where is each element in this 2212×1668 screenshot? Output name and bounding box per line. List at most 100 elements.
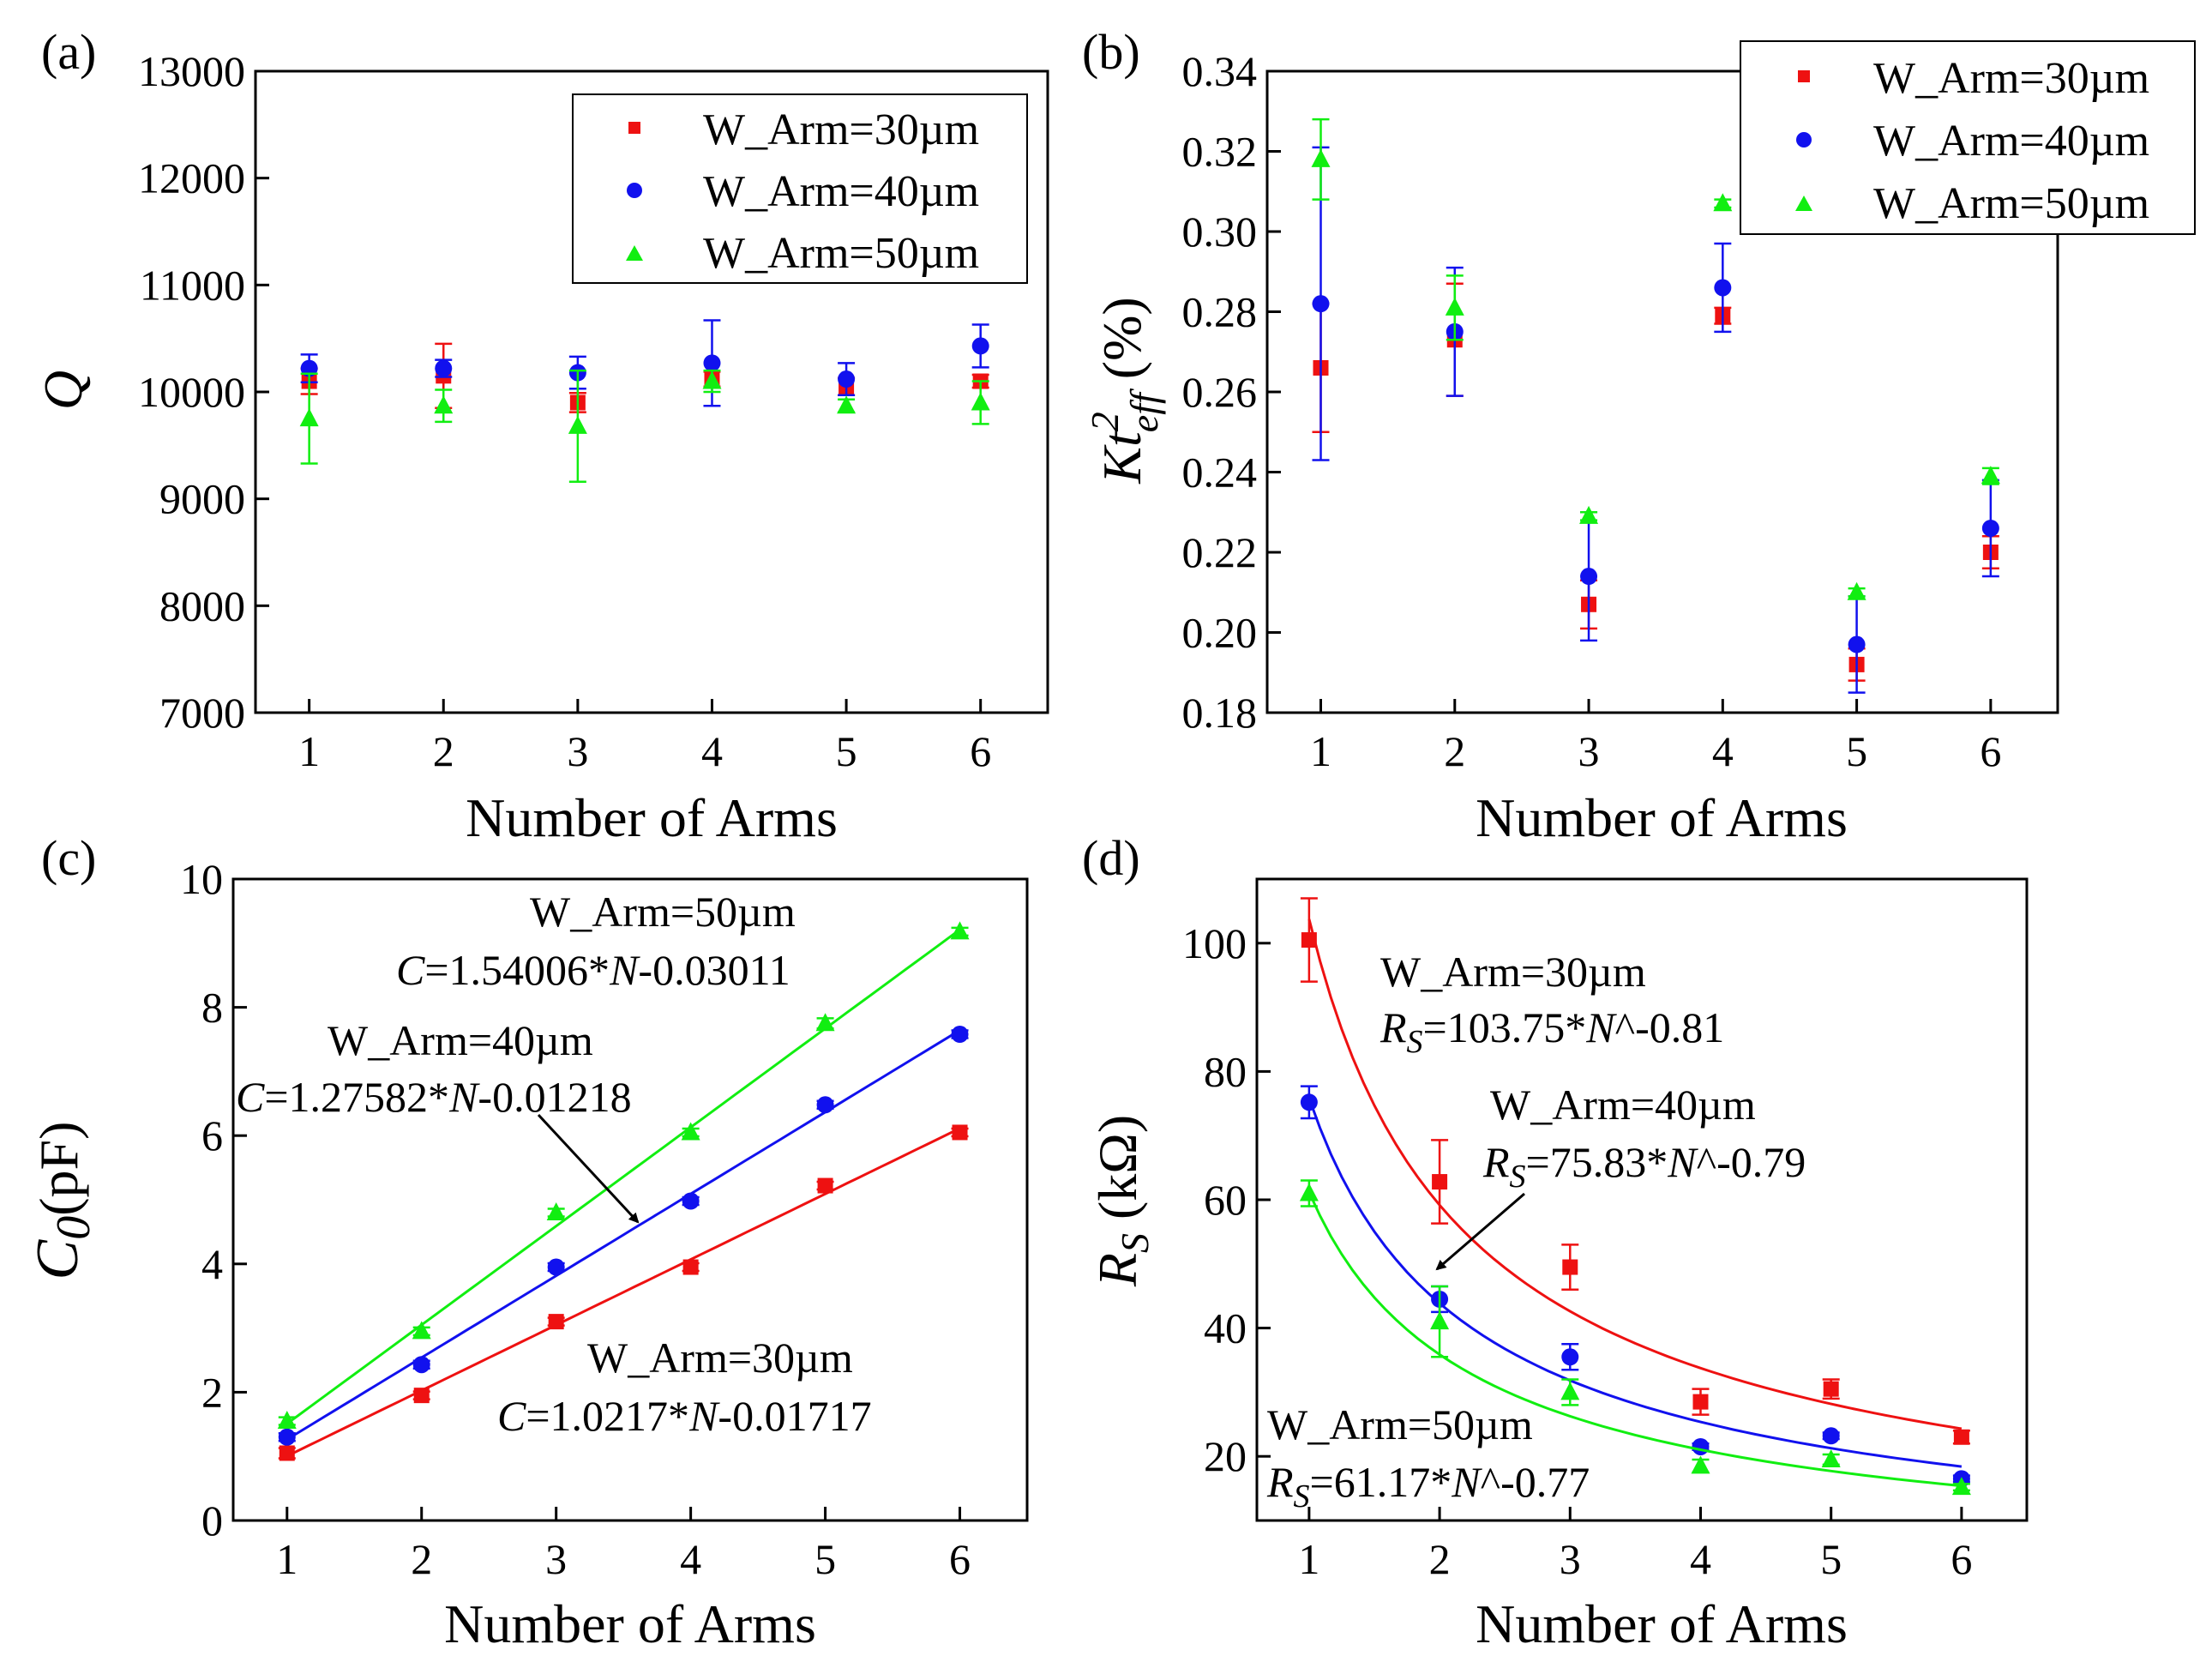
annotation-d30-n: N [1585, 1003, 1617, 1051]
x-tick-label-c-4: 5 [814, 1535, 836, 1583]
data-point-b-s1-4 [1848, 635, 1866, 653]
data-point-a-s2-2 [568, 415, 587, 434]
y-axis-label-a: Q [33, 370, 93, 410]
y-tick-label-b-4: 0.26 [1182, 368, 1258, 416]
y-tick-label-c-5: 10 [180, 855, 223, 903]
x-tick-label-c-5: 6 [949, 1535, 971, 1583]
y-tick-label-a-1: 8000 [159, 581, 245, 629]
x-tick-label-b-1: 2 [1444, 727, 1465, 775]
data-point-d-s0-2 [1562, 1259, 1578, 1275]
y-axis-label-d-sub: S [1113, 1233, 1157, 1253]
annotation-c50-n: N [609, 946, 640, 994]
legend-label-b-50: W_Arm=50µm [1873, 179, 2149, 228]
y-tick-label-b-3: 0.24 [1182, 449, 1258, 497]
x-tick-label-a-4: 5 [836, 727, 857, 775]
data-point-c-s2-3 [681, 1122, 700, 1141]
y-axis-label-c-main: C [25, 1238, 91, 1280]
data-point-c-s1-3 [682, 1192, 700, 1210]
x-axis-label-b: Number of Arms [1476, 787, 1848, 848]
legend-a: W_Arm=30µm W_Arm=40µm W_Arm=50µm [572, 93, 1028, 284]
annotation-c30-n: N [688, 1392, 720, 1440]
y-axis-label-b: Kt2eff (%) [1083, 297, 1166, 484]
legend-label-b-30: W_Arm=30µm [1873, 54, 2149, 103]
panel-d: (d) 20 40 60 80 100 1 2 3 4 5 6 Number of Arms RS … [1082, 830, 2029, 1654]
data-point-d-s2-3 [1691, 1455, 1710, 1474]
panel-label-b: (b) [1082, 24, 1140, 80]
annotation-d30: W_Arm=30µm RS=103.75*N^-0.81 [1379, 948, 1724, 1060]
annotation-c40-var: C [236, 1073, 265, 1121]
data-point-c-s0-4 [817, 1177, 833, 1194]
y-tick-label-b-0: 0.18 [1182, 689, 1258, 737]
annotation-c40-tail: -0.01218 [478, 1073, 631, 1121]
data-point-c-s1-0 [278, 1428, 296, 1446]
annotation-d50-n: N [1451, 1458, 1482, 1506]
data-point-c-s0-0 [279, 1445, 295, 1461]
x-tick-label-b-0: 1 [1310, 727, 1331, 775]
annotation-c40-n: N [448, 1073, 480, 1121]
legend-label-a-40: W_Arm=40µm [703, 167, 979, 216]
y-tick-label-c-1: 2 [201, 1368, 223, 1416]
ticks-d: 20 40 60 80 100 1 2 3 4 5 6 [1182, 919, 1972, 1583]
y-tick-label-c-4: 8 [201, 984, 223, 1032]
data-point-c-s0-5 [952, 1124, 968, 1141]
annotation-d40-sub: S [1510, 1159, 1526, 1195]
data-point-d-s1-3 [1692, 1437, 1710, 1455]
annotation-c50-mid: =1.54006* [424, 946, 610, 994]
annotation-d40-eq: RS=75.83*N^-0.79 [1482, 1138, 1806, 1195]
data-point-c-s1-2 [547, 1258, 565, 1276]
annotation-c50-tail: -0.03011 [638, 946, 790, 994]
data-point-d-s2-5 [1951, 1477, 1971, 1496]
annotation-d40-tail: ^-0.79 [1697, 1138, 1806, 1186]
y-tick-label-d-3: 80 [1204, 1047, 1247, 1095]
y-tick-label-a-4: 11000 [140, 261, 245, 309]
legend-marker-b-40 [1796, 132, 1812, 148]
data-point-d-s0-0 [1301, 932, 1317, 948]
data-point-d-s2-0 [1299, 1183, 1319, 1201]
annotation-d50-line1: W_Arm=50µm [1267, 1400, 1533, 1448]
y-tick-label-c-2: 4 [201, 1240, 223, 1288]
x-tick-label-a-2: 3 [567, 727, 588, 775]
legend-label-a-30: W_Arm=30µm [703, 105, 979, 154]
data-point-d-s1-2 [1561, 1348, 1579, 1366]
data-point-c-s2-4 [815, 1013, 835, 1032]
data-point-c-s2-2 [546, 1201, 566, 1220]
x-axis-label-c: Number of Arms [444, 1593, 816, 1654]
x-tick-label-a-3: 4 [701, 727, 723, 775]
x-tick-label-d-3: 4 [1690, 1535, 1711, 1583]
x-tick-label-b-2: 3 [1578, 727, 1600, 775]
y-tick-label-b-6: 0.30 [1182, 208, 1258, 256]
fit-line-c-s0 [286, 1127, 961, 1458]
legend-box-a [572, 93, 1028, 284]
legend-box-b [1740, 40, 2196, 235]
x-tick-label-c-1: 2 [411, 1535, 432, 1583]
y-axis-label-c-tail: (pF) [28, 1122, 89, 1216]
data-point-b-s2-2 [1579, 505, 1599, 524]
annotation-d40: W_Arm=40µm RS=75.83*N^-0.79 [1435, 1081, 1806, 1271]
fit-line-c-s2 [286, 928, 961, 1425]
data-point-a-s2-0 [299, 408, 319, 427]
annotation-c30-line1: W_Arm=30µm [587, 1334, 853, 1382]
y-axis-label-d: RS (kΩ) [1087, 1115, 1157, 1287]
data-point-a-s1-1 [435, 359, 453, 377]
annotation-d40-n: N [1667, 1138, 1698, 1186]
y-axis-label-d-tail: (kΩ) [1087, 1115, 1148, 1233]
annotation-d50-eq: RS=61.17*N^-0.77 [1266, 1458, 1590, 1514]
data-point-b-s1-0 [1312, 295, 1330, 313]
marks-b [1311, 117, 2000, 694]
legend-b: W_Arm=30µm W_Arm=40µm W_Arm=50µm [1740, 40, 2196, 235]
y-tick-label-d-0: 20 [1204, 1432, 1247, 1480]
y-tick-label-c-0: 0 [201, 1496, 223, 1545]
data-point-b-s2-0 [1311, 148, 1331, 167]
panel-a: (a) 7000 8000 9000 10000 11000 12000 13000 1 2 3 4… [33, 24, 1049, 848]
annotation-d30-var: R [1379, 1003, 1407, 1051]
panel-label-c: (c) [41, 830, 96, 886]
data-point-a-s1-3 [703, 354, 721, 372]
data-point-c-s1-4 [816, 1096, 834, 1114]
y-tick-label-a-0: 7000 [159, 689, 245, 737]
x-tick-label-d-5: 6 [1951, 1535, 1972, 1583]
data-point-a-s1-5 [971, 337, 989, 355]
annotation-c50-eq: C=1.54006*N-0.03011 [396, 946, 790, 994]
panel-label-d: (d) [1082, 830, 1140, 886]
data-point-b-s2-1 [1445, 297, 1464, 316]
